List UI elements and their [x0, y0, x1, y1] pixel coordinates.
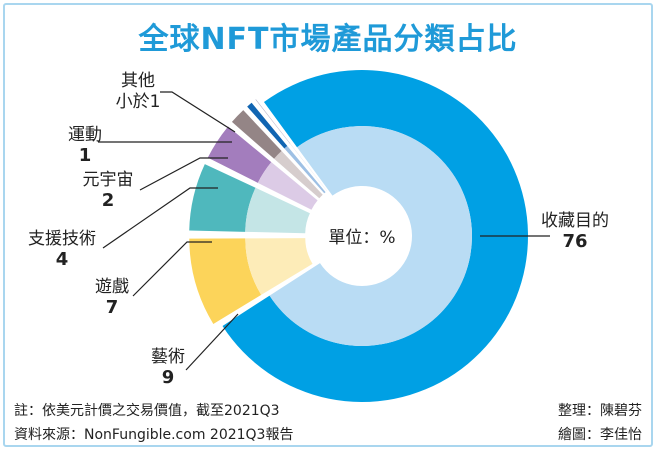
value-label-5: 1	[79, 145, 92, 166]
leader-line-4	[139, 157, 228, 191]
slice-inner-0	[269, 125, 473, 346]
category-label-2: 遊戲	[95, 277, 129, 297]
frame-border	[3, 3, 653, 447]
footnote: 註：依美元計價之交易價值，截至2021Q3	[14, 403, 280, 419]
slice-inner-5	[284, 145, 326, 194]
category-label-5: 運動	[68, 125, 102, 145]
value-label-2: 7	[106, 297, 119, 318]
leader-line-1	[185, 313, 239, 371]
slice-3	[207, 126, 272, 183]
category-label-0: 收藏目的	[541, 211, 609, 231]
slice-0	[222, 69, 528, 402]
unit-label: 單位：%	[328, 228, 395, 248]
category-label-3: 支援技術	[28, 229, 96, 249]
category-label-1: 藝術	[151, 347, 185, 367]
slice-5	[247, 102, 288, 149]
slice-4	[231, 110, 282, 159]
value-label-4: 2	[102, 190, 115, 211]
illustrator-credit: 繪圖：李佳怡	[558, 427, 642, 443]
source-note: 資料來源：NonFungible.com 2021Q3報告	[14, 427, 294, 443]
leader-line-3	[102, 187, 218, 249]
category-label-6: 其他	[121, 71, 155, 91]
slice-inner-4	[274, 150, 323, 199]
slice-inner-3	[257, 162, 318, 210]
slice-inner-2	[245, 187, 310, 234]
slice-2	[189, 164, 256, 232]
chart-title: 全球NFT市場產品分類占比	[138, 22, 518, 57]
slice-inner-6	[289, 143, 328, 192]
slice-6	[255, 99, 291, 144]
value-label-3: 4	[56, 249, 69, 270]
slice-inner-1	[245, 238, 313, 295]
value-label-6: 小於1	[116, 92, 161, 112]
editor-credit: 整理：陳碧芬	[558, 403, 642, 419]
slice-1	[189, 238, 262, 324]
leader-line-6	[160, 91, 236, 133]
category-label-4: 元宇宙	[83, 170, 134, 190]
leader-line-2	[132, 241, 212, 297]
value-label-1: 9	[162, 367, 175, 388]
value-label-0: 76	[562, 231, 587, 252]
